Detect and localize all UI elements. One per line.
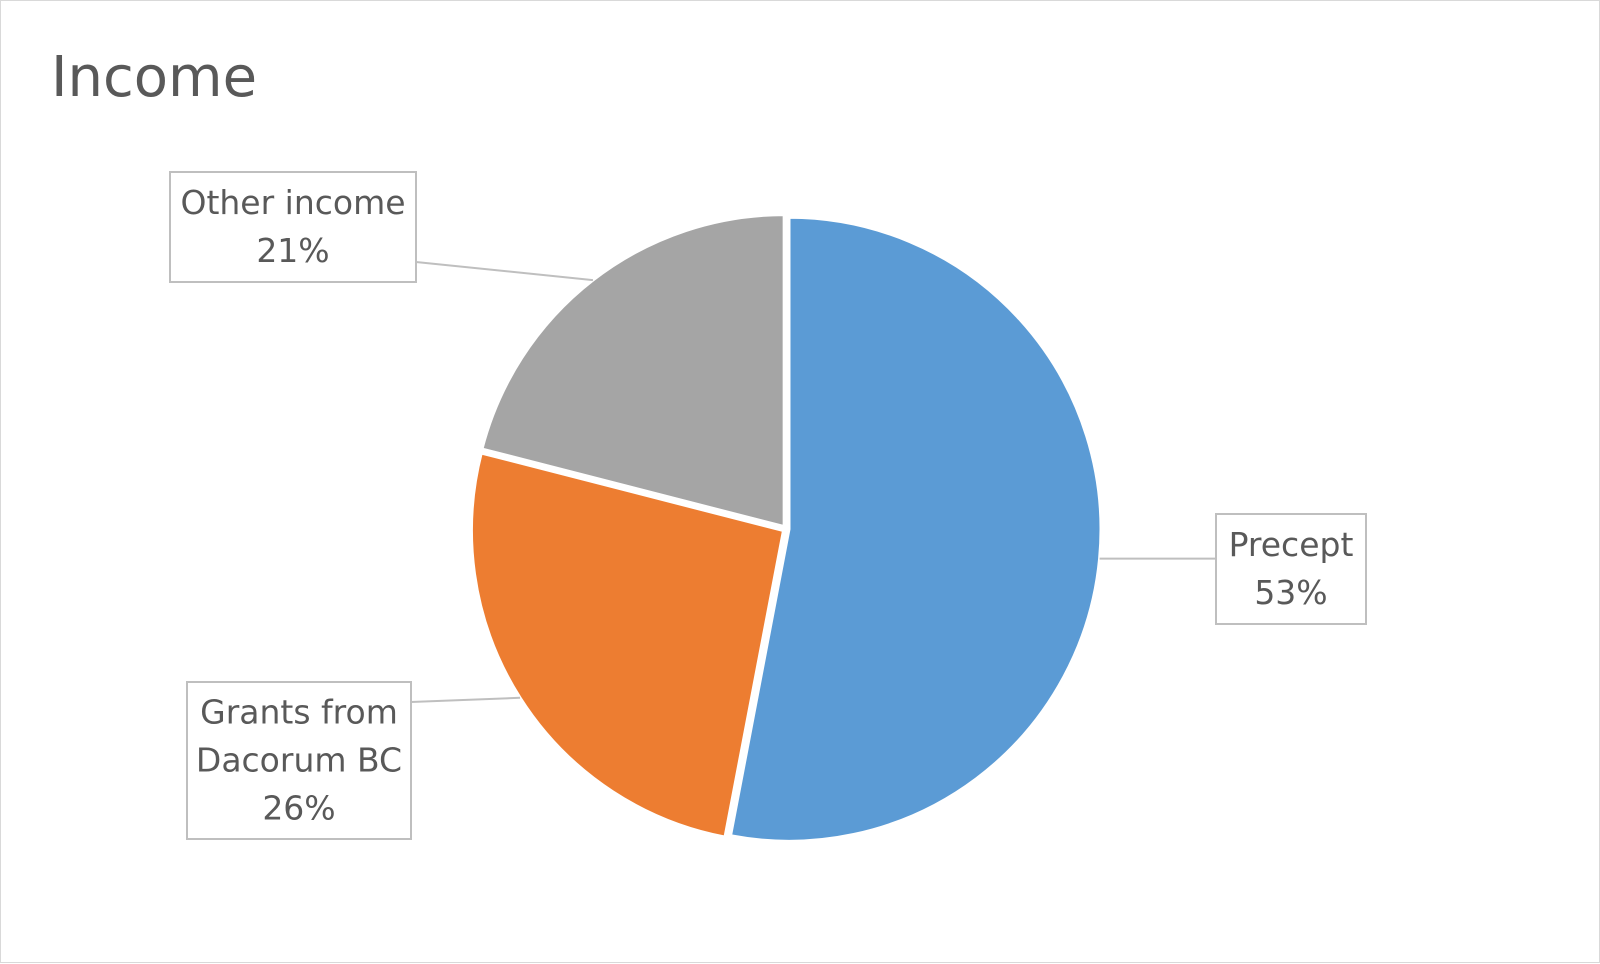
callout-box [1215, 513, 1367, 625]
data-callout: Precept 53% [1099, 513, 1367, 625]
callouts-layer: Precept 53% Grants from Dacorum BC 26% Other … [169, 171, 1367, 840]
data-label-percent: 26% [262, 789, 335, 828]
pie-slice-grants-from-dacorum-bc [470, 451, 786, 839]
data-callout: Other income 21% [169, 171, 594, 283]
pie-slice-precept [728, 215, 1103, 843]
callout-box [169, 171, 417, 283]
data-label-category: Precept [1229, 525, 1354, 564]
data-label-percent: 21% [256, 231, 329, 270]
data-callout: Grants from Dacorum BC 26% [186, 681, 521, 840]
slices-layer [470, 213, 1103, 843]
leader-line [415, 261, 594, 282]
data-label-percent: 53% [1254, 573, 1327, 612]
data-label-category: Grants from [200, 693, 398, 732]
data-label-category: Other income [180, 183, 405, 222]
callout-box [186, 681, 412, 840]
chart-title: Income [51, 45, 258, 110]
leader-line [410, 696, 521, 703]
data-label-category: Dacorum BC [196, 741, 402, 780]
